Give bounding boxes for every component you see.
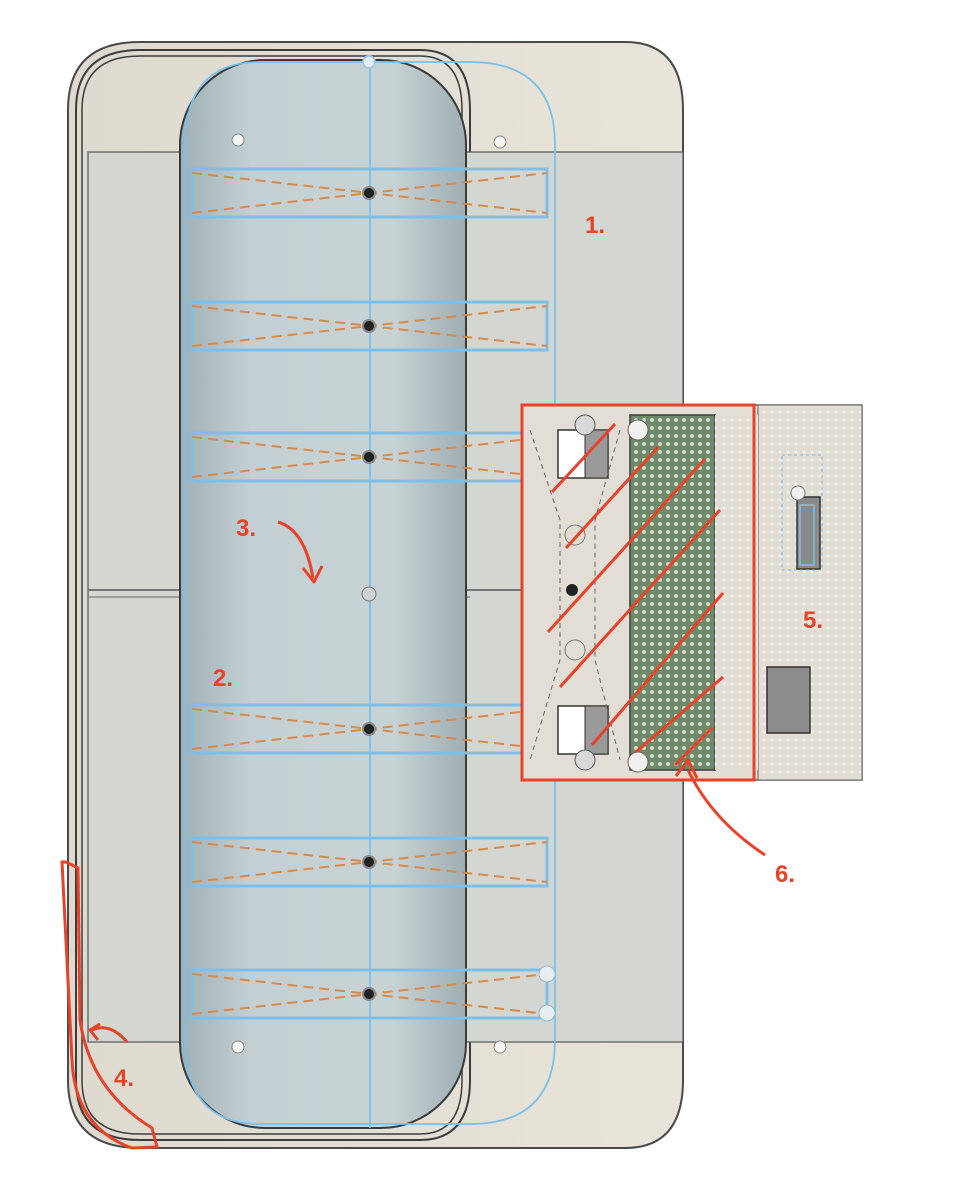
callout-4: 4.	[114, 1065, 134, 1092]
callout-5: 5.	[803, 607, 823, 634]
callout-6: 6.	[775, 861, 795, 888]
sketch-point	[538, 965, 556, 983]
callout-3: 3.	[236, 515, 256, 542]
mount-holes	[231, 133, 507, 1054]
annotation-marks	[60, 403, 766, 1150]
callout-2: 2.	[213, 665, 233, 692]
callout-1: 1.	[585, 212, 605, 239]
pcb-module	[521, 404, 863, 781]
sketch-point	[538, 1004, 556, 1022]
cross-slot	[190, 968, 549, 1020]
inner-tray	[179, 59, 467, 1129]
center-pin	[361, 586, 377, 602]
cross-slot	[190, 836, 549, 888]
cross-slot	[190, 167, 549, 219]
cross-slot	[190, 300, 549, 352]
cross-slots	[190, 167, 556, 1022]
callout-labels: 1. 2. 3. 4. 5. 6.	[114, 212, 823, 1092]
